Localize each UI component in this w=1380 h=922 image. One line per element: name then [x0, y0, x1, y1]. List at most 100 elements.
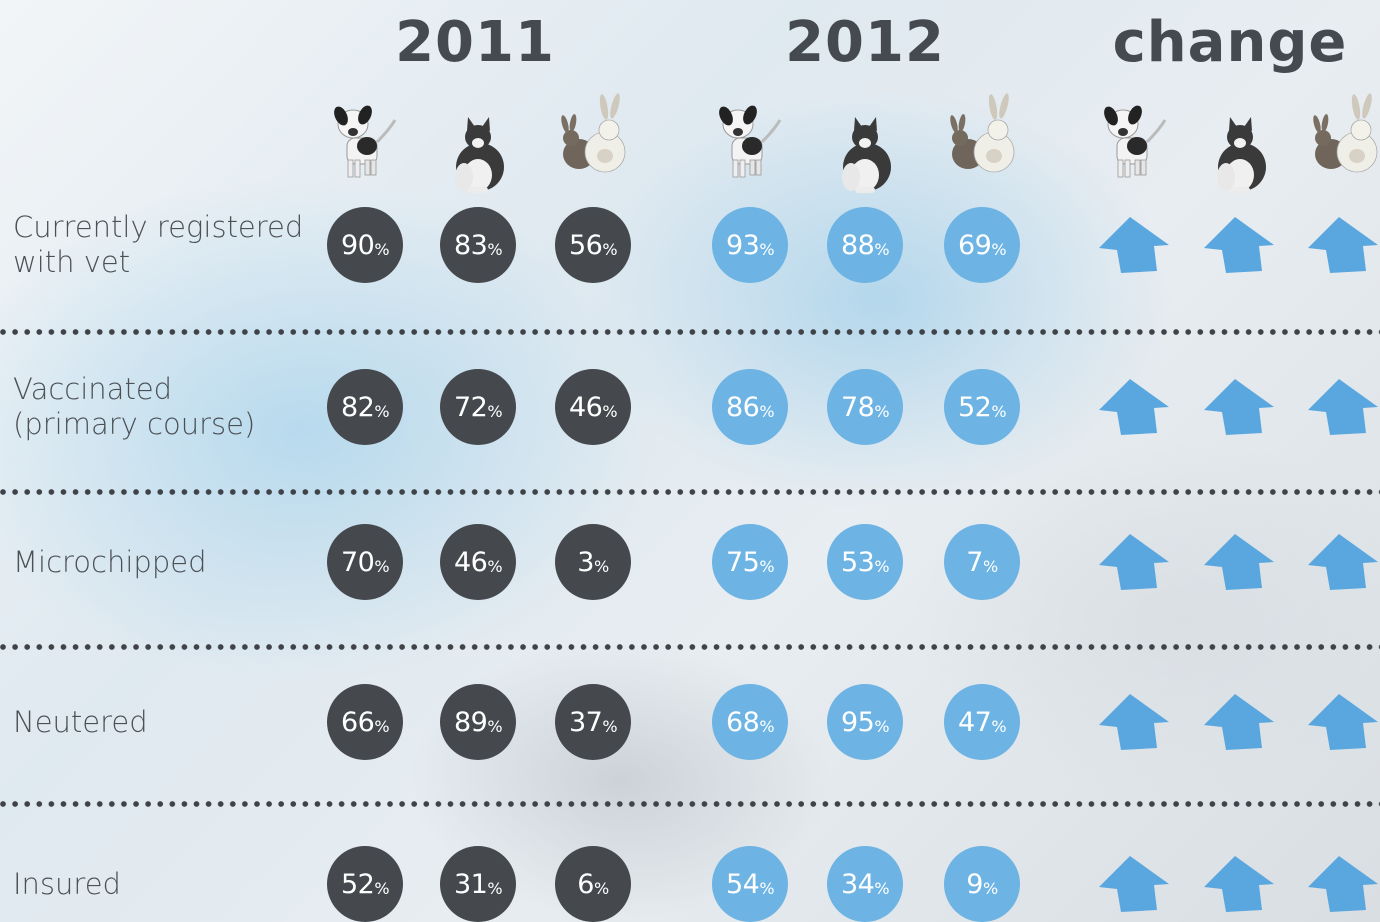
percent-sign: % [874, 878, 890, 898]
percent-sign: % [874, 239, 890, 259]
percent-sign: % [374, 556, 390, 576]
arrow-up-icon [1204, 854, 1276, 916]
percent-sign: % [759, 556, 775, 576]
value-circle-2012-cat: 53% [827, 524, 903, 600]
dotted-divider [0, 489, 1380, 495]
value-number: 72 [453, 391, 488, 423]
percent-sign: % [759, 716, 775, 736]
rabbits-icon-2011 [553, 90, 633, 185]
row-label: Microchipped [13, 545, 207, 580]
value-circle-2011-cat: 31% [440, 846, 516, 922]
arrow-up-icon [1308, 215, 1380, 277]
dotted-divider [0, 644, 1380, 650]
value-circle-2011-cat: 72% [440, 369, 516, 445]
value-number: 89 [453, 706, 488, 738]
value-circle-2011-cat: 89% [440, 684, 516, 760]
value-number: 54 [725, 868, 760, 900]
row-label: Currently registered with vet [13, 210, 303, 280]
value-number: 52 [340, 868, 375, 900]
value-circle-2011-cat: 46% [440, 524, 516, 600]
dotted-divider [0, 329, 1380, 335]
arrow-up-icon [1099, 377, 1171, 439]
percent-sign: % [374, 401, 390, 421]
value-circle-2012-dog: 68% [712, 684, 788, 760]
value-number: 90 [340, 229, 375, 261]
percent-sign: % [759, 401, 775, 421]
value-number: 88 [840, 229, 875, 261]
percent-sign: % [593, 556, 609, 576]
row-label-line: Insured [13, 866, 121, 901]
arrow-up-icon [1308, 854, 1380, 916]
rabbits-icon-2012 [942, 90, 1022, 185]
value-number: 75 [725, 546, 760, 578]
value-number: 52 [957, 391, 992, 423]
header-year-2011: 2011 [395, 10, 555, 75]
value-circle-2012-cat: 88% [827, 207, 903, 283]
value-number: 66 [340, 706, 375, 738]
percent-sign: % [874, 401, 890, 421]
row-label-line: Vaccinated [13, 372, 173, 406]
arrow-up-icon [1308, 692, 1380, 754]
percent-sign: % [602, 239, 618, 259]
percent-sign: % [602, 716, 618, 736]
percent-sign: % [487, 239, 503, 259]
value-circle-2012-cat: 95% [827, 684, 903, 760]
percent-sign: % [487, 878, 503, 898]
value-circle-2011-rabbits: 6% [555, 846, 631, 922]
value-circle-2012-cat: 34% [827, 846, 903, 922]
arrow-up-icon [1099, 215, 1171, 277]
value-number: 78 [840, 391, 875, 423]
percent-sign: % [991, 716, 1007, 736]
row-label-line: Neutered [13, 704, 148, 739]
percent-sign: % [374, 239, 390, 259]
value-number: 7 [966, 546, 983, 578]
arrow-up-icon [1099, 692, 1171, 754]
arrow-up-icon [1204, 532, 1276, 594]
value-circle-2011-cat: 83% [440, 207, 516, 283]
percent-sign: % [602, 401, 618, 421]
dog-icon-2011 [325, 90, 405, 185]
value-number: 82 [340, 391, 375, 423]
value-circle-2012-rabbits: 69% [944, 207, 1020, 283]
percent-sign: % [991, 401, 1007, 421]
rabbits-icon-change [1305, 90, 1380, 185]
row-label-line: Currently registered [13, 210, 304, 244]
value-circle-2011-dog: 66% [327, 684, 403, 760]
value-number: 34 [840, 868, 875, 900]
arrow-up-icon [1204, 692, 1276, 754]
value-number: 37 [568, 706, 603, 738]
cat-icon-change [1200, 105, 1280, 200]
percent-sign: % [759, 878, 775, 898]
arrow-up-icon [1308, 532, 1380, 594]
value-circle-2012-rabbits: 52% [944, 369, 1020, 445]
percent-sign: % [593, 878, 609, 898]
value-number: 86 [725, 391, 760, 423]
arrow-up-icon [1204, 377, 1276, 439]
percent-sign: % [374, 716, 390, 736]
arrow-up-icon [1204, 215, 1276, 277]
value-number: 46 [453, 546, 488, 578]
percent-sign: % [487, 401, 503, 421]
value-circle-2011-rabbits: 37% [555, 684, 631, 760]
percent-sign: % [982, 878, 998, 898]
value-number: 70 [340, 546, 375, 578]
percent-sign: % [487, 716, 503, 736]
percent-sign: % [982, 556, 998, 576]
value-circle-2011-rabbits: 56% [555, 207, 631, 283]
value-circle-2012-dog: 75% [712, 524, 788, 600]
value-circle-2011-dog: 52% [327, 846, 403, 922]
value-circle-2012-rabbits: 9% [944, 846, 1020, 922]
value-circle-2012-dog: 86% [712, 369, 788, 445]
value-circle-2012-dog: 54% [712, 846, 788, 922]
percent-sign: % [874, 556, 890, 576]
arrow-up-icon [1099, 854, 1171, 916]
row-label-line: Microchipped [13, 544, 207, 579]
value-circle-2012-rabbits: 47% [944, 684, 1020, 760]
value-number: 95 [840, 706, 875, 738]
value-number: 9 [966, 868, 983, 900]
value-circle-2011-rabbits: 3% [555, 524, 631, 600]
value-number: 47 [957, 706, 992, 738]
value-number: 6 [577, 868, 594, 900]
percent-sign: % [487, 556, 503, 576]
